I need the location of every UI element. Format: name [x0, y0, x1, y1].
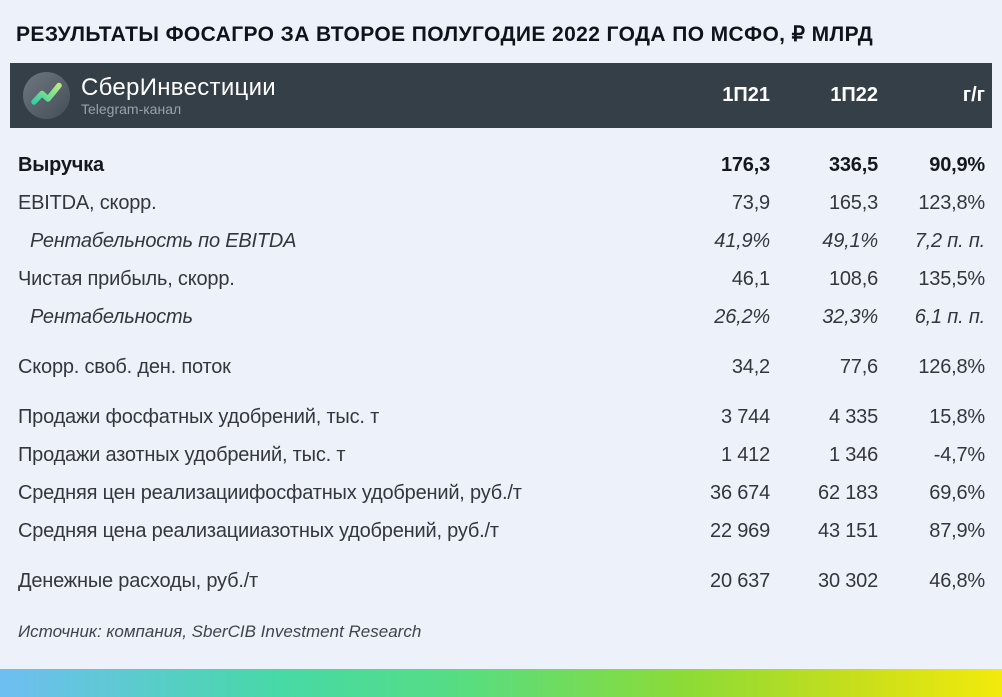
row-value-1p21: 20 637	[710, 569, 770, 592]
row-value-yoy: 46,8%	[929, 569, 985, 592]
row-label: Рентабельность	[30, 305, 193, 328]
row-label: Скорр. своб. ден. поток	[18, 355, 231, 378]
row-value-yoy: 7,2 п. п.	[914, 229, 985, 252]
table-row: Средняя цен реализациифосфатных удобрени…	[18, 474, 985, 512]
page-title: РЕЗУЛЬТАТЫ ФОСАГРО ЗА ВТОРОЕ ПОЛУГОДИЕ 2…	[16, 23, 874, 46]
table-header-bar: СберИнвестиции Telegram-канал 1П21 1П22 …	[10, 63, 992, 128]
table-row: Рентабельность 26,2% 32,3% 6,1 п. п.	[18, 298, 985, 336]
gradient-bar	[0, 669, 1002, 697]
column-header-yoy: г/г	[962, 84, 985, 106]
row-value-1p21: 26,2%	[714, 305, 770, 328]
table-row: Чистая прибыль, скорр. 46,1 108,6 135,5%	[18, 260, 985, 298]
row-value-yoy: 126,8%	[918, 355, 985, 378]
row-label: Продажи фосфатных удобрений, тыс. т	[18, 405, 380, 428]
row-value-yoy: 15,8%	[929, 405, 985, 428]
row-value-1p22: 62 183	[818, 481, 878, 504]
row-value-1p21: 176,3	[720, 153, 770, 176]
row-value-1p21: 3 744	[720, 405, 770, 428]
column-header-1p22: 1П22	[830, 84, 878, 106]
row-value-1p21: 1 412	[720, 443, 770, 466]
row-value-1p22: 32,3%	[822, 305, 878, 328]
table-row: Средняя цена реализацииазотных удобрений…	[18, 512, 985, 550]
row-value-1p22: 49,1%	[822, 229, 878, 252]
row-value-1p22: 77,6	[839, 355, 878, 378]
row-label: Чистая прибыль, скорр.	[18, 267, 235, 290]
table-row: Рентабельность по EBITDA 41,9% 49,1% 7,2 п.…	[18, 222, 985, 260]
table-row: Выручка 176,3 336,5 90,9%	[18, 146, 985, 184]
row-value-yoy: 87,9%	[929, 519, 985, 542]
row-value-1p22: 43 151	[818, 519, 878, 542]
row-value-1p21: 36 674	[710, 481, 770, 504]
brand-name: СберИнвестиции	[81, 73, 276, 101]
row-value-1p21: 73,9	[731, 191, 770, 214]
row-label: Выручка	[18, 153, 104, 176]
row-label: EBITDA, скорр.	[18, 191, 157, 214]
table-row: EBITDA, скорр. 73,9 165,3 123,8%	[18, 184, 985, 222]
results-table-body: Выручка 176,3 336,5 90,9% EBITDA, скорр. 73,9…	[18, 146, 985, 600]
row-value-1p21: 22 969	[710, 519, 770, 542]
row-label: Продажи азотных удобрений, тыс. т	[18, 443, 346, 466]
chart-line-logo-icon	[23, 72, 70, 119]
brand-text: СберИнвестиции Telegram-канал	[81, 73, 276, 117]
source-note: Источник: компания, SberCIB Investment R…	[18, 622, 422, 641]
row-value-1p21: 41,9%	[714, 229, 770, 252]
column-header-1p21: 1П21	[722, 84, 770, 106]
row-value-1p21: 34,2	[731, 355, 770, 378]
table-row: Продажи фосфатных удобрений, тыс. т 3 744…	[18, 398, 985, 436]
table-row: Денежные расходы, руб./т 20 637 30 302 46,8…	[18, 562, 985, 600]
row-value-yoy: 69,6%	[929, 481, 985, 504]
row-value-yoy: 90,9%	[929, 153, 985, 176]
row-value-yoy: 6,1 п. п.	[914, 305, 985, 328]
row-value-yoy: 123,8%	[918, 191, 985, 214]
row-value-yoy: 135,5%	[918, 267, 985, 290]
row-label: Средняя цена реализацииазотных удобрений…	[18, 519, 499, 542]
row-value-1p22: 108,6	[828, 267, 878, 290]
row-value-1p22: 1 346	[828, 443, 878, 466]
row-value-1p21: 46,1	[731, 267, 770, 290]
table-row: Скорр. своб. ден. поток 34,2 77,6 126,8%	[18, 348, 985, 386]
row-label: Денежные расходы, руб./т	[18, 569, 259, 592]
brand: СберИнвестиции Telegram-канал	[23, 72, 276, 119]
row-label: Рентабельность по EBITDA	[30, 229, 297, 252]
row-value-1p22: 30 302	[818, 569, 878, 592]
row-value-1p22: 4 335	[828, 405, 878, 428]
row-value-1p22: 336,5	[828, 153, 878, 176]
row-label: Средняя цен реализациифосфатных удобрени…	[18, 481, 522, 504]
table-row: Продажи азотных удобрений, тыс. т 1 412 1 …	[18, 436, 985, 474]
row-value-yoy: -4,7%	[933, 443, 985, 466]
brand-subtitle: Telegram-канал	[81, 100, 182, 117]
row-value-1p22: 165,3	[828, 191, 878, 214]
